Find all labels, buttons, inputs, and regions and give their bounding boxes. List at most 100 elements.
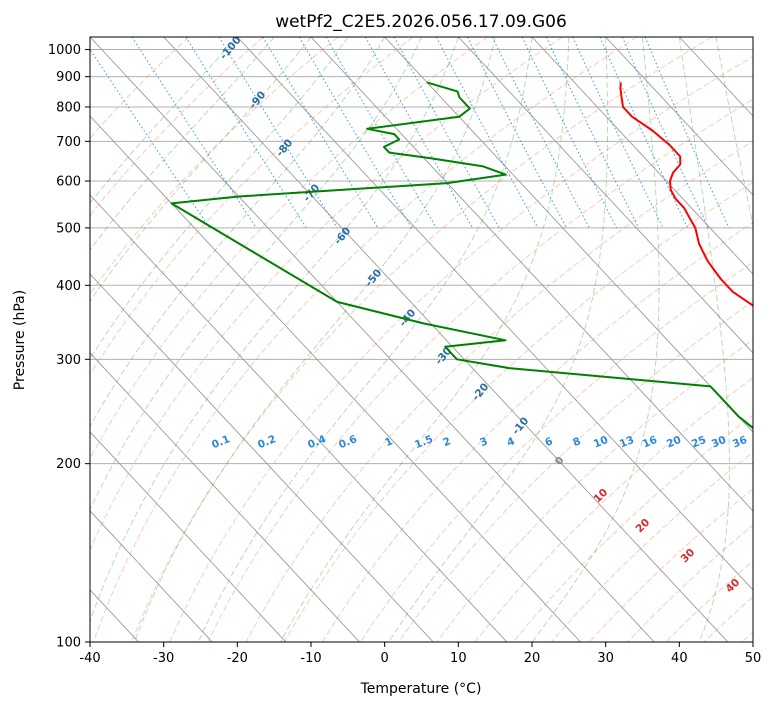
dry-adiabat	[436, 339, 753, 642]
mixing-ratio-label-3: 3	[478, 435, 489, 449]
dry-adiabat	[398, 300, 753, 642]
background-grid	[90, 37, 753, 642]
mixing-ratio-label-20: 20	[665, 434, 683, 451]
isotherm	[458, 37, 753, 354]
isotherm	[90, 510, 213, 642]
x-axis-label: Temperature (°C)	[360, 681, 482, 697]
isotherm	[310, 37, 753, 512]
moist-adiabat	[197, 37, 533, 642]
x-tick-label--40: -40	[79, 651, 100, 666]
mixing-ratio-line	[185, 37, 307, 229]
mixing-ratio-label-1: 1	[383, 435, 394, 449]
isotherm	[384, 37, 753, 433]
y-axis-ticks: 100 200 300 400 500 600 700 800 900 1000	[48, 43, 90, 651]
y-tick-label-600: 600	[56, 174, 81, 189]
mixing-ratio-label-13: 13	[618, 434, 636, 451]
x-tick-label-20: 20	[524, 651, 541, 666]
mixing-ratio-line	[262, 37, 379, 229]
moist-adiabat	[90, 37, 238, 204]
mixing-ratio-line	[545, 37, 640, 229]
dry-adiabat	[90, 37, 488, 460]
isotherm	[752, 37, 753, 38]
isotherm	[90, 273, 434, 642]
y-tick-label-100: 100	[56, 636, 81, 651]
y-tick-label-900: 900	[56, 70, 81, 85]
mixing-ratio-line	[599, 37, 689, 229]
moist-adiabat	[90, 37, 422, 511]
dry-adiabat	[283, 181, 753, 642]
dry-adiabat	[321, 222, 753, 642]
temperature-profile-line	[619, 82, 753, 307]
mixing-ratio-line	[644, 37, 730, 229]
y-tick-label-1000: 1000	[48, 43, 81, 58]
dewpoint-profile-line	[170, 81, 753, 430]
isotherm	[605, 37, 753, 196]
mixing-ratio-line	[621, 37, 709, 229]
mixing-ratio-label-36: 36	[731, 434, 749, 451]
isotherm	[90, 115, 581, 642]
x-tick-label--30: -30	[153, 651, 174, 666]
y-tick-label-700: 700	[56, 135, 81, 150]
mixing-ratio-line	[491, 37, 590, 229]
dry-adiabat	[512, 414, 753, 642]
x-tick-label--20: -20	[227, 651, 248, 666]
moist-adiabat	[532, 37, 660, 642]
y-tick-label-300: 300	[56, 353, 81, 368]
mixing-ratio-label-1.5: 1.5	[413, 433, 435, 451]
mixing-ratio-line	[521, 37, 618, 229]
dry-adiabat	[169, 55, 753, 642]
isotherm	[90, 194, 508, 642]
y-axis-label: Pressure (hPa)	[12, 290, 28, 390]
mixing-ratio-label-10: 10	[592, 434, 610, 451]
mixing-ratio-line	[218, 37, 338, 229]
mixing-ratio-line	[131, 37, 257, 229]
dry-adiabat-label--30: -30	[433, 345, 454, 367]
dry-adiabat	[90, 37, 264, 217]
moist-adiabat	[90, 37, 349, 360]
dry-adiabat	[131, 37, 712, 642]
mixing-ratio-label-16: 16	[641, 434, 659, 451]
dry-adiabat	[474, 377, 753, 642]
x-tick-label-50: 50	[745, 651, 762, 666]
isotherm	[90, 431, 287, 642]
dry-adiabat-label--90: -90	[247, 89, 268, 111]
moist-adiabat-label-20: 20	[633, 516, 652, 535]
moist-adiabat	[90, 37, 312, 302]
x-tick-label-40: 40	[671, 651, 688, 666]
mixing-ratio-line	[393, 37, 500, 229]
chart-title: wetPf2_C2E5.2026.056.17.09.G06	[275, 12, 567, 32]
dry-adiabat	[360, 261, 753, 642]
dry-adiabat	[207, 98, 753, 642]
moist-adiabat	[90, 37, 386, 428]
dry-adiabat	[90, 37, 190, 140]
dry-adiabat	[90, 37, 339, 295]
mixing-ratio-label-2: 2	[441, 435, 452, 449]
profile-series	[170, 81, 753, 430]
mixing-ratio-line	[298, 37, 413, 229]
mixing-ratio-line	[435, 37, 539, 229]
moist-adiabat	[90, 37, 459, 623]
dry-adiabat	[741, 631, 753, 642]
moist-adiabat-label-40: 40	[723, 576, 742, 595]
mixing-ratio-label-0.2: 0.2	[256, 433, 278, 451]
dry-adiabat-label--20: -20	[470, 381, 491, 403]
x-tick-label--10: -10	[300, 651, 321, 666]
mixing-ratio-label-0.4: 0.4	[306, 433, 328, 451]
isotherm	[679, 37, 753, 117]
dry-adiabat	[550, 451, 753, 642]
moist-adiabat	[90, 37, 275, 251]
mixing-ratio-label-25: 25	[690, 434, 708, 451]
dry-adiabat	[245, 140, 753, 642]
moist-adiabat-label-10: 10	[591, 486, 610, 505]
isotherm	[90, 352, 360, 642]
isolines	[90, 37, 753, 642]
y-tick-label-500: 500	[56, 221, 81, 236]
isotherm	[237, 37, 753, 591]
moist-adiabat	[133, 37, 496, 642]
moist-adiabat	[280, 37, 570, 642]
isotherm	[531, 37, 753, 275]
mixing-ratio-line	[364, 37, 474, 229]
x-axis-ticks: -40 -30 -20 -10 0 10 20 30 40 50	[79, 642, 761, 666]
mixing-ratio-line	[467, 37, 568, 229]
